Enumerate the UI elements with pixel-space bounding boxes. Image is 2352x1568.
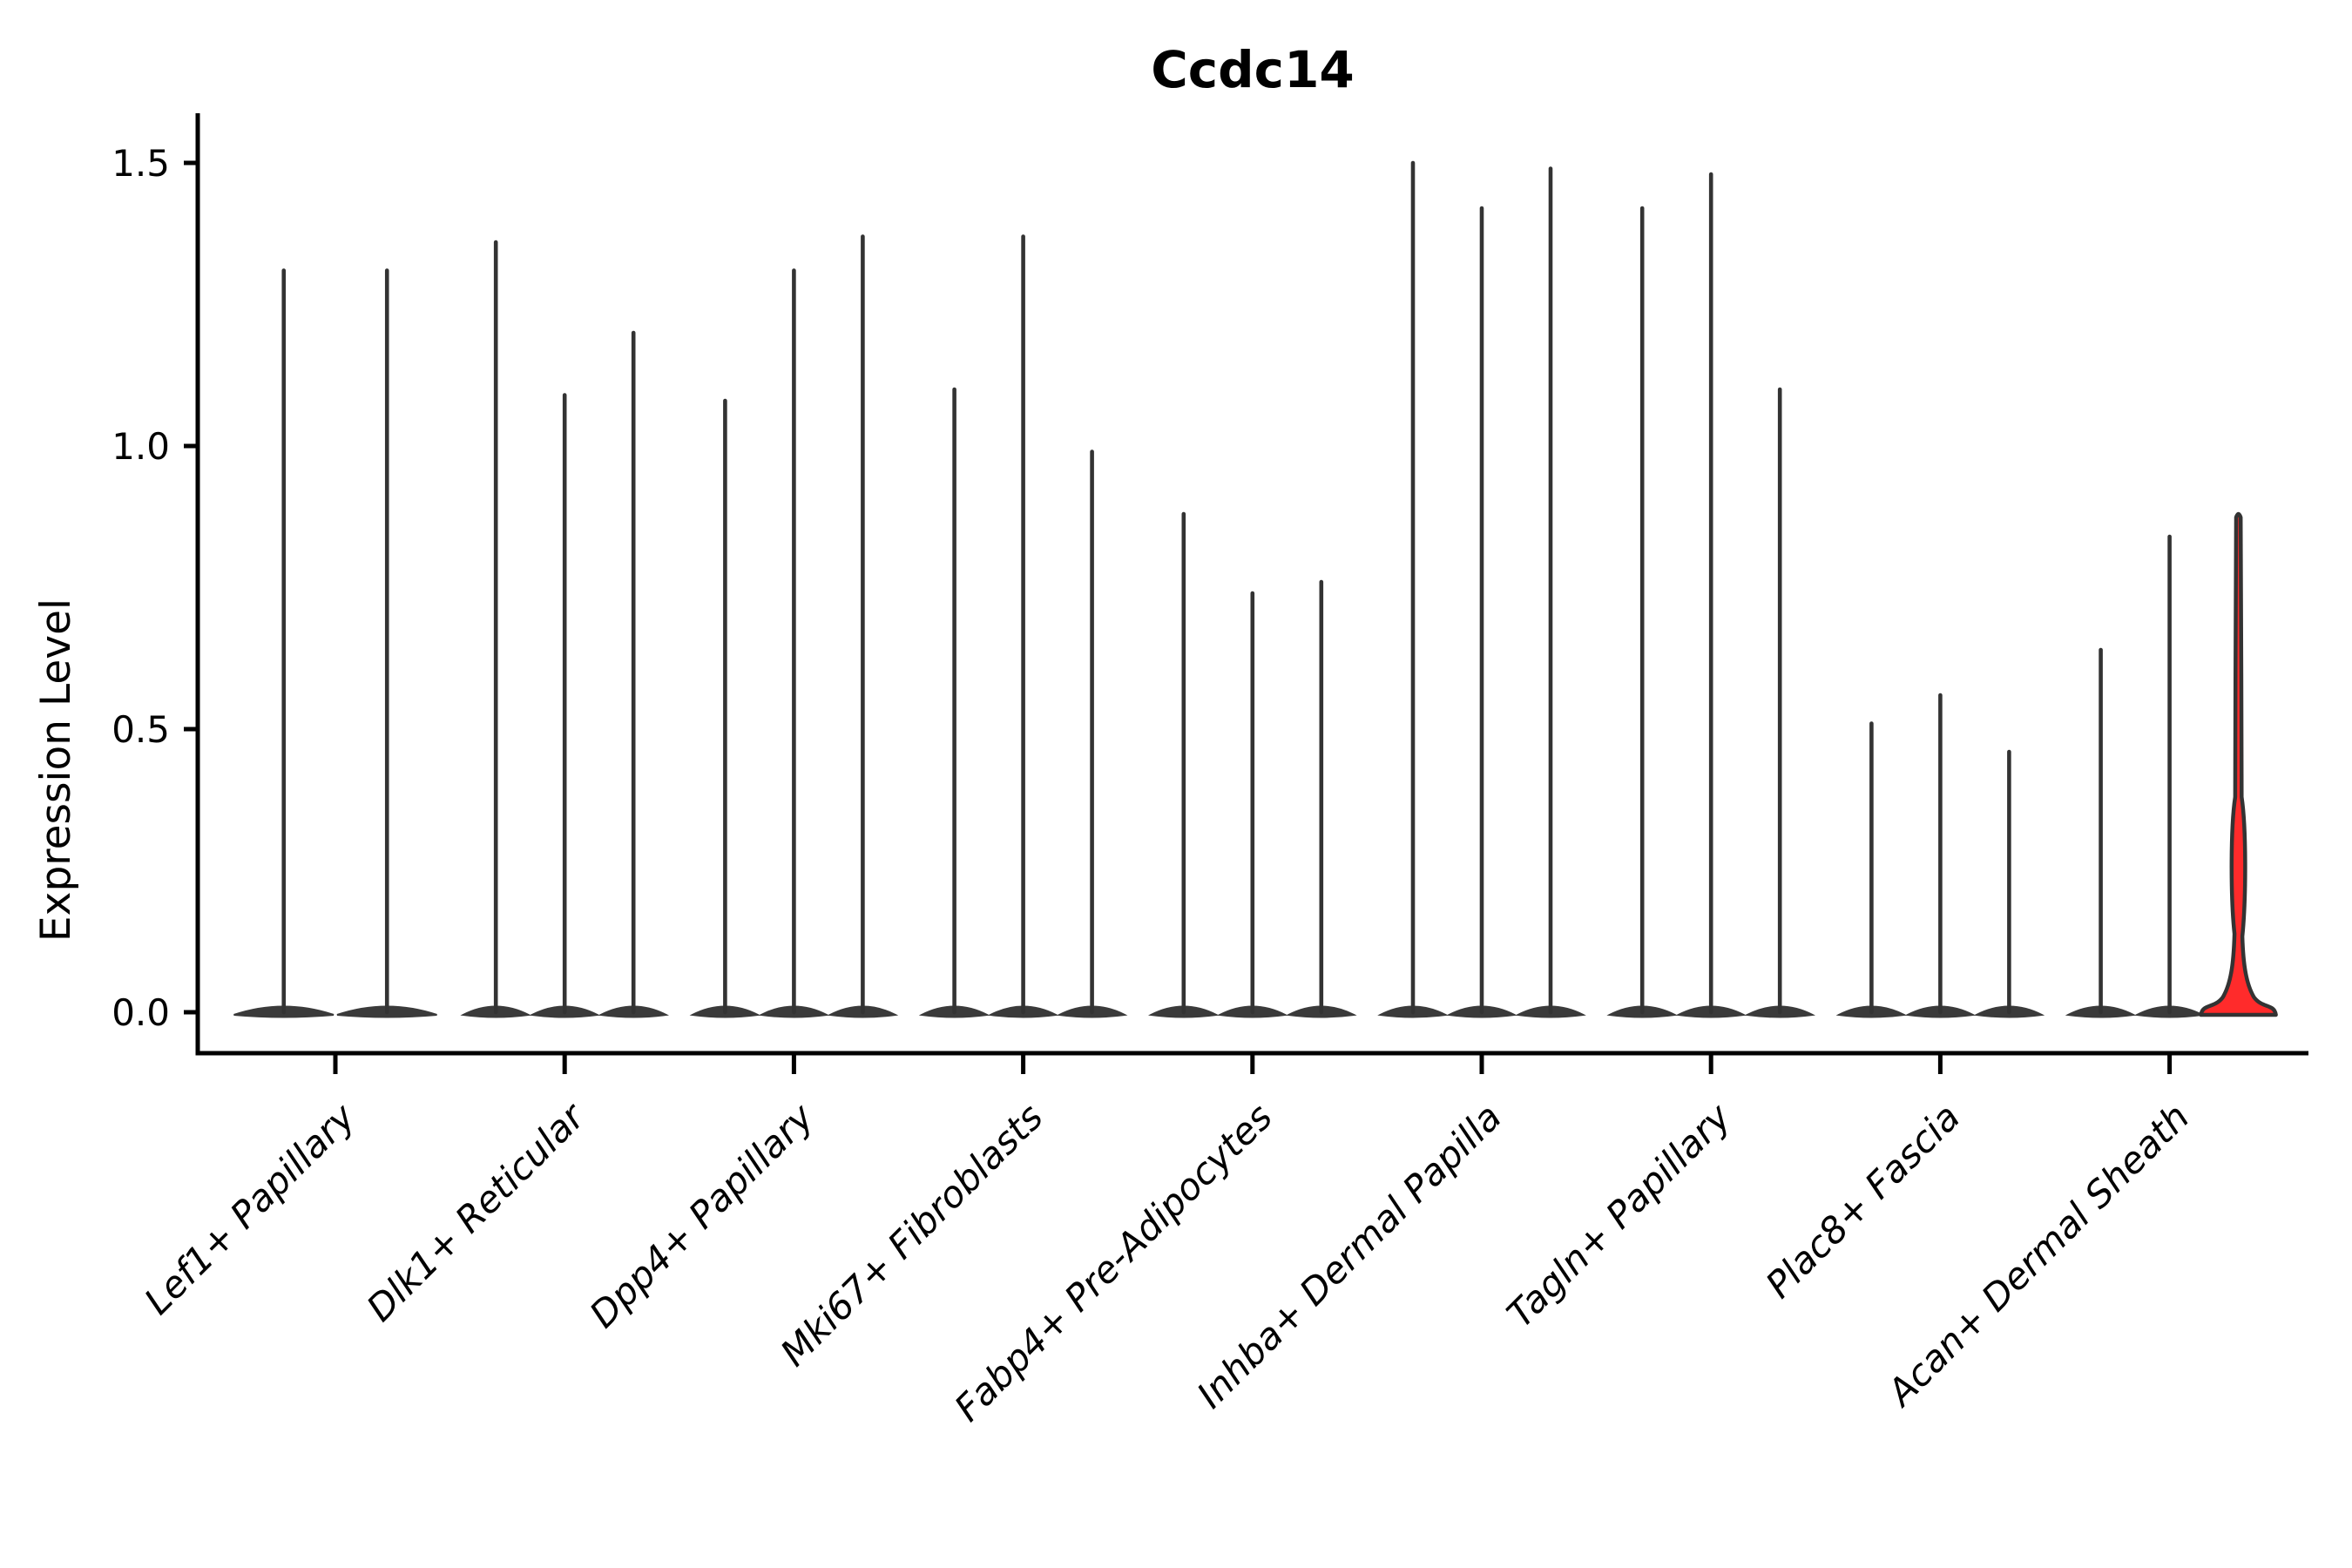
y-tick-label: 1.5 — [112, 142, 170, 185]
y-tick-label: 0.5 — [112, 708, 170, 751]
x-tick-label: Mki67+ Fibroblasts — [772, 1095, 1051, 1374]
y-tick-label: 0.0 — [112, 991, 170, 1034]
x-tick-label: Tagln+ Papillary — [1498, 1095, 1740, 1336]
x-tick-label: Plac8+ Fascia — [1757, 1095, 1968, 1306]
x-tick-label: Dlk1+ Reticular — [358, 1093, 594, 1329]
x-tick-label: Lef1+ Papillary — [136, 1095, 364, 1323]
y-axis-label: Expression Level — [32, 598, 80, 942]
x-tick-label: Dpp4+ Papillary — [581, 1095, 822, 1336]
chart-title: Ccdc14 — [1151, 40, 1355, 99]
y-tick-label: 1.0 — [112, 425, 170, 468]
highlighted-violin — [2199, 511, 2278, 1017]
